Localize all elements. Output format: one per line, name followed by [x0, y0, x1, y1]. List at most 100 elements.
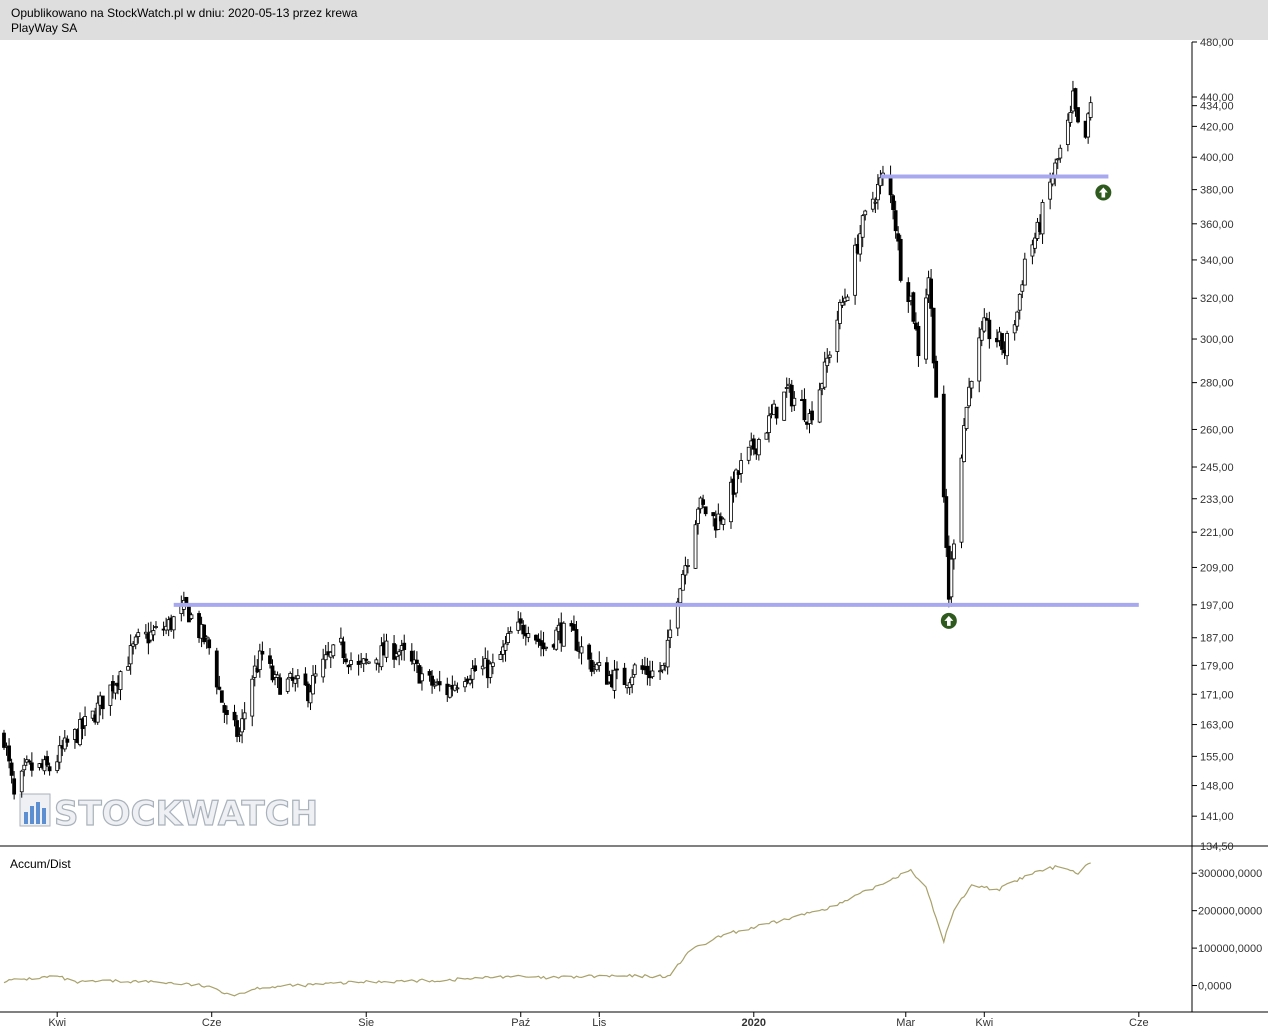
price-candle: [587, 643, 592, 670]
accum-dist-title: Accum/Dist: [10, 857, 71, 871]
price-candle: [650, 660, 655, 679]
price-tick-label: 155,00: [1200, 751, 1234, 763]
price-candle: [554, 627, 559, 651]
price-candle: [589, 652, 594, 677]
time-tick-label: Paź: [511, 1017, 530, 1029]
price-candle: [896, 226, 901, 251]
price-candle: [356, 654, 361, 676]
price-candle: [118, 670, 123, 701]
price-candle: [969, 380, 974, 399]
price-candle: [835, 310, 840, 363]
price-candle: [949, 551, 954, 607]
price-candle: [906, 277, 911, 313]
price-candle: [1068, 105, 1073, 127]
price-candle: [338, 627, 343, 646]
price-candle: [290, 667, 295, 688]
stockwatch-logo-icon: [19, 793, 51, 827]
price-candle: [361, 657, 366, 672]
price-candle: [782, 391, 787, 421]
price-candle: [214, 647, 219, 695]
price-candle: [470, 660, 475, 689]
price-candle: [518, 612, 523, 631]
price-candle: [541, 631, 546, 657]
price-candle: [764, 431, 769, 440]
price-candle: [1055, 158, 1060, 170]
price-candle: [658, 662, 662, 680]
price-candle: [455, 682, 460, 693]
price-candle: [987, 311, 992, 349]
price-candle: [767, 406, 771, 443]
price-tick-label: 209,00: [1200, 562, 1234, 574]
price-candle: [225, 705, 229, 725]
price-candle: [544, 646, 548, 652]
price-candle: [1005, 330, 1009, 365]
price-candle: [984, 312, 989, 321]
price-candle: [792, 391, 797, 412]
price-candle: [863, 209, 868, 221]
price-candle: [187, 605, 191, 623]
price-candle: [898, 234, 903, 283]
price-tick-label: 141,00: [1200, 811, 1234, 823]
price-candle: [746, 446, 751, 465]
price-candle: [268, 648, 272, 669]
accum-dist-tick-label: 100000,0000: [1198, 943, 1262, 955]
price-candle: [825, 348, 830, 373]
price-candle: [931, 307, 936, 369]
price-candle: [1065, 113, 1070, 152]
price-candle: [561, 621, 566, 647]
price-candle: [1088, 96, 1093, 121]
price-candle: [447, 684, 452, 699]
price-candle: [437, 670, 442, 692]
price-candle: [313, 664, 318, 684]
price-candle: [683, 556, 688, 585]
stockwatch-watermark: STOCKWATCH: [19, 793, 319, 835]
price-candle: [374, 657, 379, 671]
price-candle: [9, 758, 14, 784]
accum-dist-line: [3, 862, 1091, 997]
price-candle: [308, 684, 313, 711]
time-axis: Kwi Cze Sie Paź Lis 2020 Mar Kwi Cze: [48, 1012, 1149, 1029]
price-candle: [977, 327, 982, 393]
price-tick-label: 380,00: [1200, 185, 1234, 197]
price-candle: [189, 612, 194, 621]
price-candle: [979, 320, 984, 347]
price-candle: [202, 624, 207, 645]
price-candle: [257, 643, 262, 678]
price-candle: [934, 355, 939, 398]
price-candle: [660, 664, 665, 674]
price-candle: [534, 634, 538, 645]
price-candle: [703, 506, 708, 517]
price-candle: [12, 771, 17, 800]
price-candle: [321, 648, 326, 683]
price-candle: [696, 507, 700, 535]
price-candle: [810, 401, 814, 425]
price-candle: [729, 476, 733, 529]
price-candle: [873, 197, 878, 213]
price-tick-label: 320,00: [1200, 293, 1234, 305]
price-candle: [632, 662, 637, 678]
price-candle: [45, 750, 49, 767]
price-candle: [1000, 333, 1004, 356]
price-candle: [432, 679, 437, 689]
price-candle: [222, 702, 227, 724]
price-candle: [100, 695, 105, 720]
price-candle: [452, 680, 457, 692]
price-candle: [242, 702, 247, 731]
price-candle: [860, 214, 865, 248]
buy-signals: [940, 184, 1112, 629]
price-candle: [911, 291, 916, 325]
price-candle: [941, 385, 946, 503]
price-candle: [490, 653, 495, 675]
price-candle: [392, 635, 396, 668]
price-candle: [876, 174, 880, 210]
price-candle: [204, 635, 209, 649]
price-candle: [366, 661, 371, 665]
price-candle: [893, 200, 898, 239]
price-candle: [293, 675, 298, 692]
price-candle: [22, 757, 27, 777]
price-candle: [982, 308, 987, 333]
accum-dist-tick-label: 0,0000: [1198, 981, 1232, 993]
price-candle: [29, 752, 34, 777]
price-candle: [572, 615, 576, 631]
